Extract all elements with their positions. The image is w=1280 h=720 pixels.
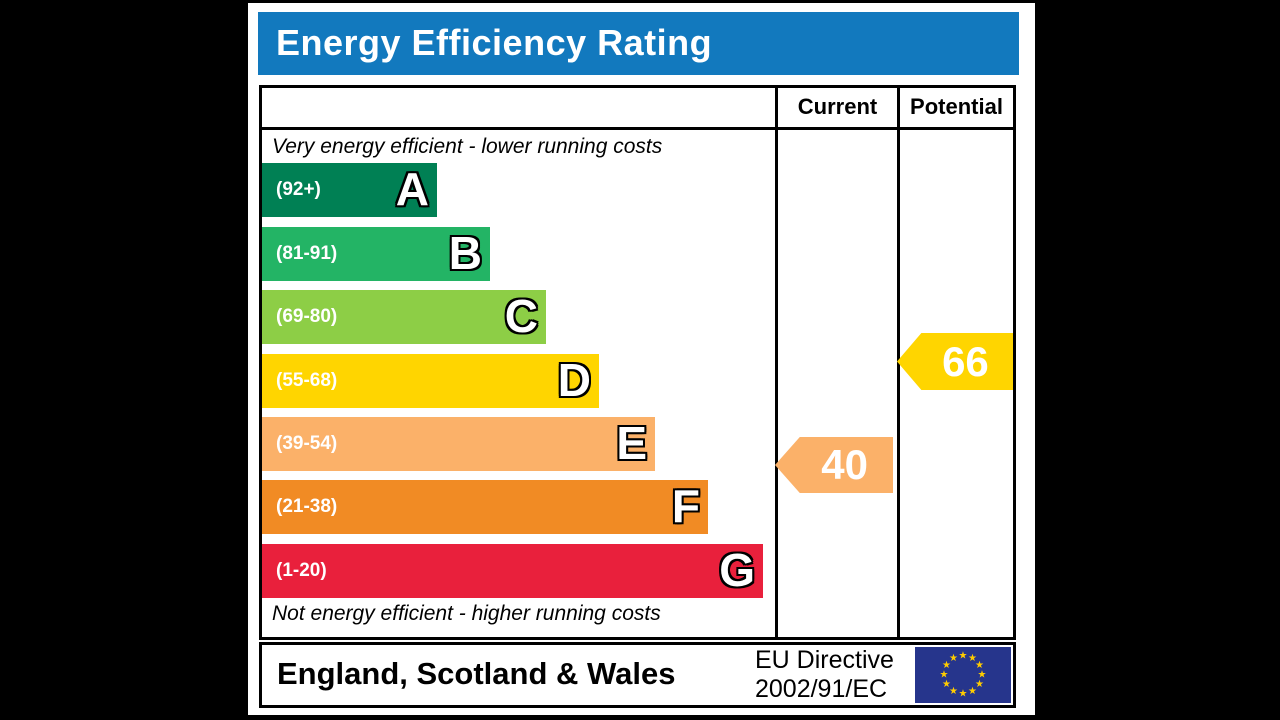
band-range-label: (81-91) <box>276 243 338 264</box>
band-letter: C <box>504 290 538 342</box>
svg-text:★: ★ <box>968 653 977 664</box>
band-range-label: (69-80) <box>276 306 338 327</box>
svg-text:★: ★ <box>975 679 984 690</box>
band-range-label: (39-54) <box>276 433 338 454</box>
current-column-header: Current <box>797 94 878 119</box>
eu-flag-icon: ★ ★★★★★★★★★★★ <box>915 647 1011 703</box>
band-letter: E <box>616 417 647 469</box>
svg-text:★: ★ <box>940 670 949 681</box>
potential-rating-arrow: 66 <box>897 333 1013 390</box>
band-letter: G <box>719 544 755 596</box>
band-row-f: (21-38) F <box>262 480 708 534</box>
title-bar: Energy Efficiency Rating <box>258 12 1019 75</box>
eu-directive-label: EU Directive 2002/91/EC <box>755 646 894 704</box>
band-row-d: (55-68) D <box>262 354 599 408</box>
top-note: Very energy efficient - lower running co… <box>272 135 663 158</box>
svg-text:★: ★ <box>949 653 958 664</box>
band-range-label: (92+) <box>276 179 321 200</box>
current-rating-arrow: 40 <box>775 437 893 493</box>
eu-directive-line2: 2002/91/EC <box>755 675 888 703</box>
svg-text:★: ★ <box>978 670 987 681</box>
band-row-c: (69-80) C <box>262 290 546 344</box>
svg-text:★: ★ <box>968 686 977 697</box>
band-row-a: (92+) A <box>262 163 437 217</box>
eu-flag-stars: ★ ★★★★★★★★★★★ <box>940 651 987 700</box>
svg-text:★: ★ <box>959 651 968 662</box>
potential-rating-value: 66 <box>942 338 989 385</box>
band-row-b: (81-91) B <box>262 227 490 281</box>
band-letter: F <box>671 480 700 532</box>
band-range-label: (55-68) <box>276 370 338 391</box>
svg-text:★: ★ <box>959 689 968 700</box>
band-letter: D <box>557 354 591 406</box>
footer-bar: England, Scotland & Wales EU Directive 2… <box>259 642 1016 708</box>
band-row-g: (1-20) G <box>262 544 763 598</box>
band-letter: B <box>448 227 482 279</box>
band-range-label: (1-20) <box>276 560 327 581</box>
bottom-note: Not energy efficient - higher running co… <box>272 602 661 625</box>
svg-text:★: ★ <box>975 660 984 671</box>
certificate-page: Energy Efficiency Rating Current Potenti… <box>248 3 1035 715</box>
eu-flag-field <box>915 647 1011 703</box>
band-letter: A <box>395 163 429 215</box>
eu-directive-line1: EU Directive <box>755 646 894 674</box>
rating-table: Current Potential Very energy efficient … <box>259 85 1016 640</box>
svg-text:★: ★ <box>942 679 951 690</box>
band-range-label: (21-38) <box>276 496 338 517</box>
svg-text:★: ★ <box>942 660 951 671</box>
current-column-divider <box>775 88 778 637</box>
svg-text:★: ★ <box>949 686 958 697</box>
region-label: England, Scotland & Wales <box>277 656 676 691</box>
band-row-e: (39-54) E <box>262 417 655 471</box>
current-rating-value: 40 <box>821 441 868 488</box>
potential-column-header: Potential <box>910 94 1003 119</box>
page-title: Energy Efficiency Rating <box>276 22 713 63</box>
header-underline <box>262 127 1013 130</box>
